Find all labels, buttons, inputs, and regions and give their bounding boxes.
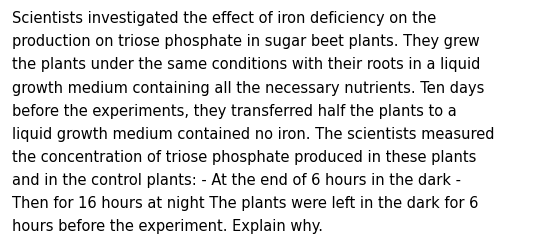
- Text: production on triose phosphate in sugar beet plants. They grew: production on triose phosphate in sugar …: [12, 34, 480, 49]
- Text: the concentration of triose phosphate produced in these plants: the concentration of triose phosphate pr…: [12, 149, 477, 164]
- Text: the plants under the same conditions with their roots in a liquid: the plants under the same conditions wit…: [12, 57, 480, 72]
- Text: growth medium containing all the necessary nutrients. Ten days: growth medium containing all the necessa…: [12, 80, 485, 95]
- Text: Then for 16 hours at night The plants were left in the dark for 6: Then for 16 hours at night The plants we…: [12, 195, 479, 210]
- Text: before the experiments, they transferred half the plants to a: before the experiments, they transferred…: [12, 103, 457, 118]
- Text: liquid growth medium contained no iron. The scientists measured: liquid growth medium contained no iron. …: [12, 126, 495, 141]
- Text: and in the control plants: - At the end of 6 hours in the dark -: and in the control plants: - At the end …: [12, 172, 461, 187]
- Text: Scientists investigated the effect of iron deficiency on the: Scientists investigated the effect of ir…: [12, 11, 436, 26]
- Text: hours before the experiment. Explain why.: hours before the experiment. Explain why…: [12, 218, 323, 233]
